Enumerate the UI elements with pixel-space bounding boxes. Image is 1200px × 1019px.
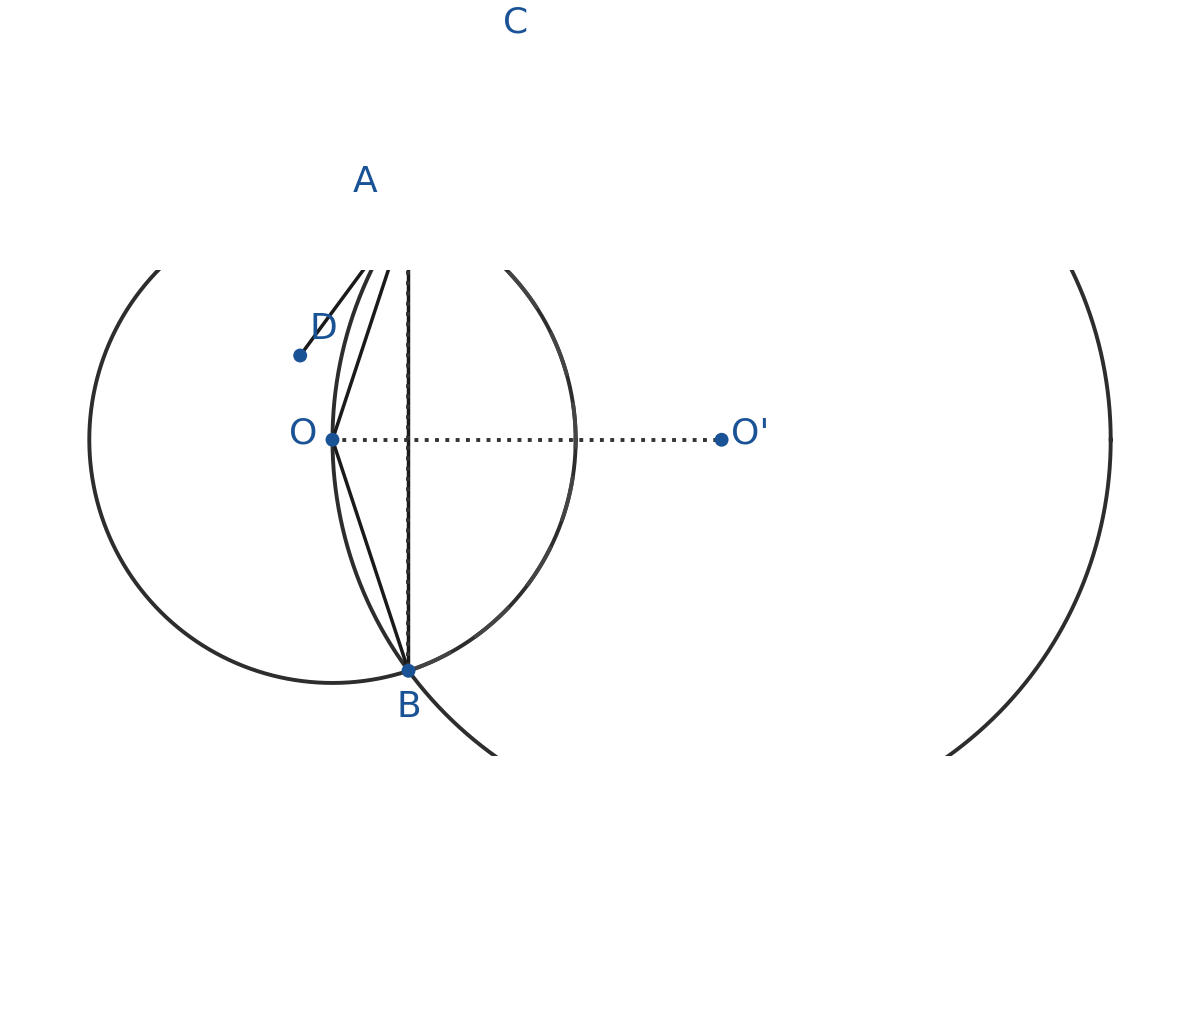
Point [712, 432, 731, 448]
Text: O: O [288, 417, 317, 451]
Text: B: B [396, 690, 421, 725]
Point [529, 24, 548, 41]
Text: O': O' [731, 417, 769, 451]
Point [323, 432, 342, 448]
Point [398, 201, 418, 217]
Point [290, 347, 310, 364]
Text: A: A [353, 165, 377, 199]
Text: C: C [504, 6, 529, 40]
Point [398, 662, 418, 679]
Text: D: D [310, 312, 337, 345]
